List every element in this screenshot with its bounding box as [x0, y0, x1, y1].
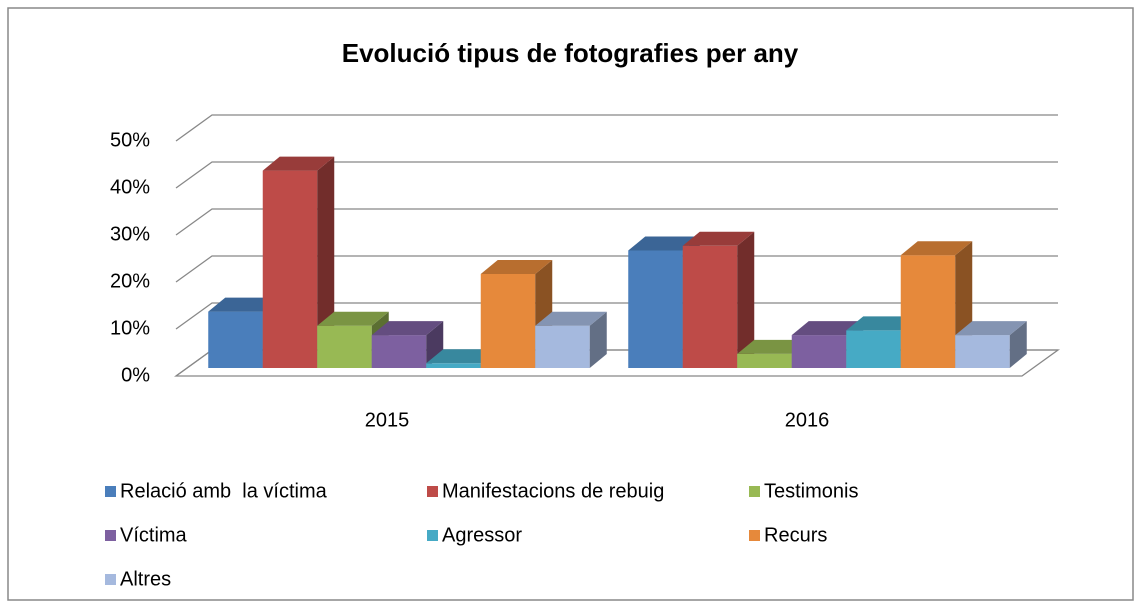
floor [173, 349, 1061, 377]
bar-top [900, 241, 973, 256]
legend-swatch [105, 574, 116, 585]
bar-side [1009, 321, 1027, 368]
bar-side [589, 311, 607, 368]
y-tick-label: 10% [110, 317, 150, 339]
bar-front [317, 325, 372, 368]
bar-top [682, 231, 755, 246]
legend-swatch [105, 530, 116, 541]
legend-swatch [749, 486, 760, 497]
bar-front [846, 330, 901, 368]
legend-label: Agressor [442, 524, 522, 546]
bar-front [426, 363, 481, 368]
legend-label: Altres [120, 568, 171, 590]
bar-front [535, 325, 590, 368]
bar-top [737, 339, 809, 354]
grid-line [175, 302, 1058, 330]
legend-swatch [749, 530, 760, 541]
bar-front [371, 335, 427, 368]
bar-side [737, 231, 755, 368]
chart-title: Evolució tipus de fotografies per any [342, 38, 799, 68]
legend-swatch [427, 486, 438, 497]
x-tick-label: 2016 [785, 409, 830, 431]
bar-front [737, 353, 792, 368]
y-tick-label: 20% [110, 270, 150, 292]
bar-top [208, 297, 280, 312]
y-tick-label: 30% [110, 223, 150, 245]
grid-line [175, 255, 1058, 283]
legend-label: Recurs [764, 524, 827, 546]
bar-top [371, 321, 444, 336]
bar-top [317, 311, 389, 326]
bar-front [262, 170, 318, 368]
bar-side [317, 156, 335, 368]
legend-swatch [105, 486, 116, 497]
legend-swatch [427, 530, 438, 541]
legend-label: Víctima [120, 524, 188, 546]
bar-top [262, 156, 335, 171]
bar-top [846, 316, 918, 331]
bar-front [900, 255, 956, 368]
bar-top [426, 349, 498, 364]
legend-label: Manifestacions de rebuig [442, 480, 664, 502]
legend-label: Relació amb la víctima [120, 480, 328, 502]
grid-line [175, 208, 1058, 236]
bar-top [955, 321, 1027, 336]
bar-top [791, 321, 864, 336]
grid-line [175, 161, 1058, 189]
bar-front [628, 250, 683, 368]
x-tick-label: 2015 [365, 409, 410, 431]
grid-line [175, 114, 1058, 142]
legend-label: Testimonis [764, 480, 858, 502]
bar-top [535, 311, 607, 326]
y-tick-label: 40% [110, 176, 150, 198]
bar-front [682, 245, 738, 368]
y-tick-label: 0% [121, 364, 150, 386]
bar-top [628, 236, 700, 251]
bar-front [208, 311, 263, 368]
bar-front [955, 335, 1010, 368]
bar-front [480, 274, 536, 368]
y-tick-label: 50% [110, 129, 150, 151]
bar-top [480, 260, 553, 274]
bar-front [791, 335, 847, 368]
